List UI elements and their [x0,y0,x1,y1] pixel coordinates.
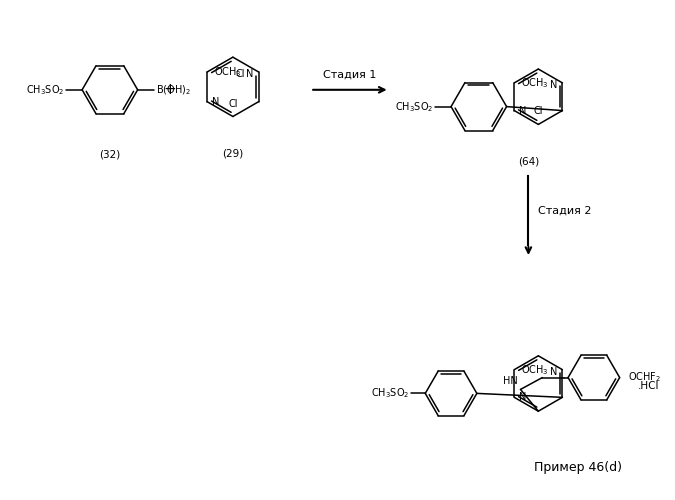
Text: OCH$_3$: OCH$_3$ [214,65,242,79]
Text: OCH$_3$: OCH$_3$ [521,76,549,90]
Text: (29): (29) [222,148,244,158]
Text: N: N [550,366,558,376]
Text: CH$_3$SO$_2$: CH$_3$SO$_2$ [395,100,433,114]
Text: Стадия 2: Стадия 2 [539,206,592,216]
Text: .HCl: .HCl [637,382,659,392]
Text: N: N [519,392,526,402]
Text: OCH$_3$: OCH$_3$ [521,363,549,376]
Text: +: + [163,82,176,98]
Text: (32): (32) [99,149,121,159]
Text: Cl: Cl [236,69,245,79]
Text: B(OH)$_2$: B(OH)$_2$ [155,83,190,96]
Text: HN: HN [503,376,518,386]
Text: Cl: Cl [533,106,543,117]
Text: CH$_3$SO$_2$: CH$_3$SO$_2$ [26,83,64,96]
Text: CH$_3$SO$_2$: CH$_3$SO$_2$ [371,386,410,400]
Text: Стадия 1: Стадия 1 [323,70,377,80]
Text: N: N [246,69,254,79]
Text: Пример 46(d): Пример 46(d) [534,461,622,474]
Text: Cl: Cl [228,98,238,108]
Text: N: N [212,96,219,106]
Text: OCHF$_2$: OCHF$_2$ [628,370,661,384]
Text: N: N [519,106,526,116]
Text: N: N [550,80,558,90]
Text: (64): (64) [518,156,539,166]
